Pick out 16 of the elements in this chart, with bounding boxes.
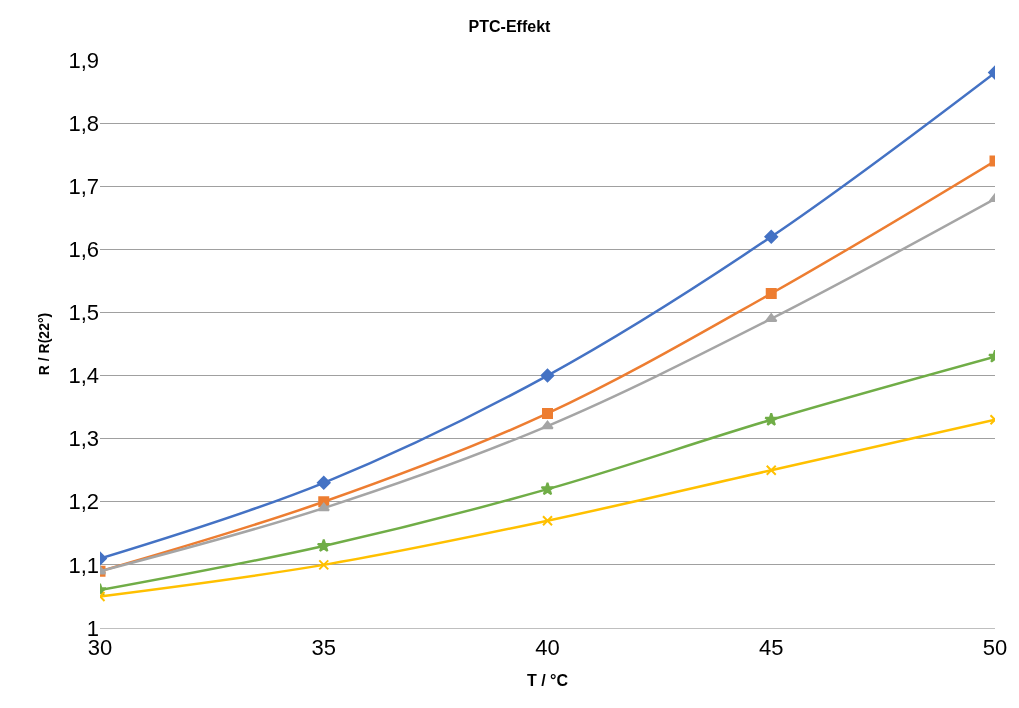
chart-title: PTC-Effekt (468, 18, 552, 36)
y-tick-label: 1,1 (68, 552, 99, 578)
y-tick-label: 1,6 (68, 237, 99, 263)
x-tick-label: 50 (982, 635, 1008, 661)
x-axis-title: T / °C (526, 672, 569, 690)
y-tick-label: 1,2 (68, 489, 99, 515)
y-tick-label: 1,3 (68, 426, 99, 452)
y-tick-label: 1,4 (68, 363, 99, 389)
x-tick-label: 35 (311, 635, 336, 661)
y-tick-label: 1,7 (68, 173, 99, 199)
y-axis-title: R / R(22°) (36, 312, 53, 376)
x-tick-label: 45 (759, 635, 784, 661)
y-tick-label: 1,5 (68, 300, 99, 326)
y-tick-label: 1,8 (68, 110, 99, 136)
y-tick-label: 1,9 (68, 47, 99, 73)
x-tick-label: 40 (535, 635, 560, 661)
